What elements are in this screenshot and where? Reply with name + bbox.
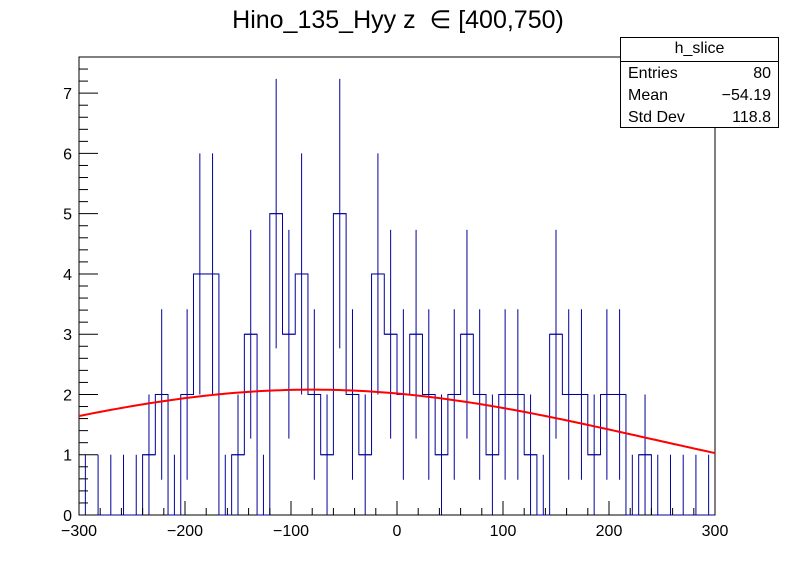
y-tick-label: 5 [63, 207, 72, 224]
stats-value: 80 [753, 65, 771, 82]
x-tick-label: −300 [61, 523, 97, 540]
x-tick-label: 100 [490, 523, 517, 540]
stats-label: Std Dev [628, 109, 685, 126]
y-tick-label: 4 [63, 267, 72, 284]
y-tick-label: 1 [63, 448, 72, 465]
y-tick-label: 3 [63, 327, 72, 344]
stats-label: Mean [628, 87, 669, 104]
y-tick-label: 6 [63, 146, 72, 163]
y-tick-label: 0 [63, 508, 72, 525]
x-tick-label: −100 [273, 523, 309, 540]
x-tick-label: 200 [596, 523, 623, 540]
y-tick-label: 7 [63, 86, 72, 103]
x-axis: −300 −200 −100 0 100 200 300 [61, 501, 728, 540]
stats-box-title: h_slice [621, 38, 778, 62]
chart-title: Hino_135_Hyy z ∈ [400,750) [232, 6, 564, 34]
fit-curve [78, 388, 716, 455]
fit-line [78, 388, 716, 455]
y-tick-label: 2 [63, 387, 72, 404]
x-tick-label: 0 [393, 523, 402, 540]
stats-box: h_slice Entries 80 Mean −54.19 Std Dev 1… [620, 37, 779, 128]
stats-row-entries: Entries 80 [621, 62, 778, 84]
stats-row-stddev: Std Dev 118.8 [621, 106, 778, 128]
stats-value: 118.8 [732, 109, 771, 126]
x-tick-label: 300 [702, 523, 729, 540]
stats-label: Entries [628, 65, 678, 82]
x-tick-label: −200 [167, 523, 203, 540]
stats-row-mean: Mean −54.19 [621, 84, 778, 106]
stats-value: −54.19 [721, 87, 771, 104]
error-bars [84, 78, 710, 515]
y-axis: 0 1 2 3 4 5 6 7 [63, 56, 98, 525]
